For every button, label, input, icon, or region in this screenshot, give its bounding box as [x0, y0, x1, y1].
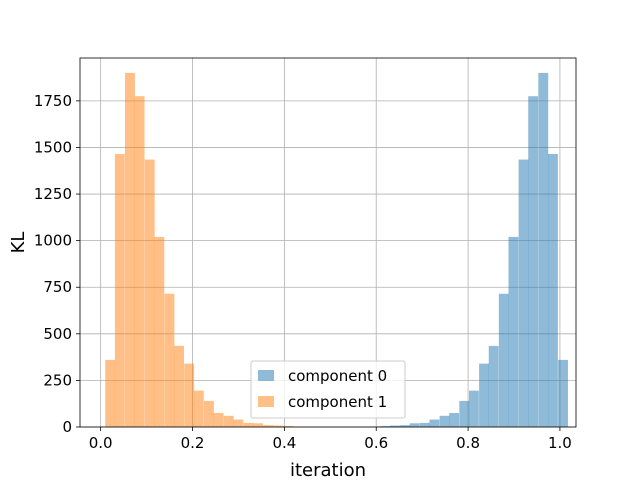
histogram-bar-component-1 — [213, 413, 224, 427]
histogram-bar-component-0 — [538, 72, 549, 427]
y-tick-label: 1000 — [34, 232, 72, 250]
histogram-bar-component-1 — [134, 96, 145, 428]
histogram-bar-component-1 — [204, 400, 214, 427]
x-tick-label: 0.0 — [89, 434, 113, 452]
legend-label-component-0: component 0 — [288, 367, 387, 385]
y-tick-label: 500 — [43, 325, 72, 343]
y-tick-label: 250 — [43, 371, 72, 389]
histogram-bar-component-1 — [154, 236, 165, 427]
histogram-bar-component-0 — [380, 426, 391, 427]
plot-frame — [79, 57, 577, 428]
histogram-bar-component-1 — [282, 426, 293, 427]
y-tick-label: 0 — [62, 418, 72, 436]
histogram-bar-component-1 — [125, 72, 135, 427]
histogram-bar-component-1 — [253, 423, 264, 427]
legend-box — [250, 360, 406, 419]
histogram-bar-component-0 — [390, 425, 400, 427]
legend-swatch-component-0 — [258, 370, 274, 381]
histogram-bar-component-0 — [479, 363, 489, 427]
histogram-bar-component-0 — [449, 413, 460, 427]
legend-swatch-component-1 — [258, 396, 274, 407]
x-tick-label: 1.0 — [548, 434, 572, 452]
histogram-bar-component-1 — [105, 359, 116, 427]
histogram-bar-component-0 — [528, 96, 539, 428]
histogram-bar-component-1 — [114, 153, 125, 427]
histogram-bar-component-0 — [488, 345, 499, 427]
histogram-bar-component-0 — [429, 419, 440, 427]
x-axis-ticks: 0.0 0.2 0.4 0.6 0.8 1.0 — [89, 427, 572, 452]
histogram-bar-component-0 — [419, 422, 430, 427]
histogram-bar-component-0 — [518, 159, 529, 427]
histogram-bar-component-0 — [468, 390, 479, 427]
x-tick-label: 0.6 — [364, 434, 388, 452]
y-tick-label: 1250 — [34, 185, 72, 203]
histogram-bar-component-1 — [243, 422, 254, 427]
y-axis-ticks: 0 250 500 750 1000 1250 1500 1750 — [34, 92, 80, 436]
histogram-bar-component-0 — [547, 153, 558, 427]
y-tick-label: 1750 — [34, 92, 72, 110]
histogram-bar-component-0 — [439, 415, 450, 427]
histogram-bar-component-0 — [459, 400, 470, 427]
legend-label-component-1: component 1 — [288, 393, 387, 411]
x-tick-label: 0.4 — [272, 434, 296, 452]
histogram-bars — [105, 72, 568, 428]
histogram-bar-component-0 — [498, 293, 509, 427]
x-tick-label: 0.2 — [181, 434, 205, 452]
histogram-bar-component-1 — [193, 390, 204, 427]
histogram-bar-component-1 — [174, 345, 185, 427]
y-tick-label: 750 — [43, 278, 72, 296]
histogram-bar-component-1 — [164, 293, 175, 427]
y-axis-label: KL — [8, 232, 29, 254]
histogram-bar-component-1 — [223, 415, 234, 427]
histogram-bar-component-0 — [400, 425, 410, 427]
histogram-bar-component-0 — [409, 423, 420, 427]
y-tick-label: 1500 — [34, 138, 72, 156]
legend: component 0 component 1 — [250, 360, 406, 419]
histogram-bar-component-1 — [272, 425, 283, 427]
histogram-bar-component-1 — [184, 363, 195, 427]
x-tick-label: 0.8 — [456, 434, 480, 452]
histogram-bar-component-1 — [144, 159, 155, 427]
histogram-bar-component-1 — [233, 419, 244, 427]
histogram-bar-component-0 — [558, 359, 568, 427]
histogram-bar-component-0 — [508, 236, 519, 427]
histogram-bar-component-1 — [263, 425, 274, 427]
x-axis-label: iteration — [290, 460, 366, 480]
